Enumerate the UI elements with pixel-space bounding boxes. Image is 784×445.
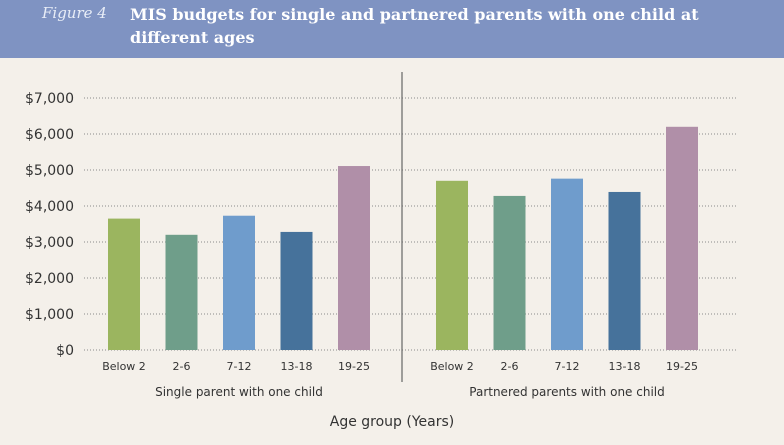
- x-tick-label: 13-18: [281, 360, 313, 373]
- x-tick-label: 13-18: [609, 360, 641, 373]
- x-tick-label: 7-12: [227, 360, 252, 373]
- bar: [280, 231, 313, 350]
- figure-title: MIS budgets for single and partnered par…: [130, 5, 699, 47]
- x-tick-label: 2-6: [173, 360, 191, 373]
- x-tick-label: Below 2: [430, 360, 474, 373]
- x-tick-label: 19-25: [666, 360, 698, 373]
- figure-header: Figure 4 MIS budgets for single and part…: [0, 0, 784, 58]
- group-label: Partnered parents with one child: [469, 385, 664, 399]
- bar: [108, 218, 140, 350]
- group-label: Single parent with one child: [155, 385, 323, 399]
- bar: [608, 191, 641, 350]
- x-tick-label: 2-6: [501, 360, 519, 373]
- y-tick-label: $4,000: [25, 199, 74, 215]
- bar: [551, 178, 583, 350]
- bar: [666, 126, 698, 350]
- figure-label: Figure 4: [42, 4, 107, 22]
- y-tick-label: $7,000: [25, 91, 74, 107]
- y-tick-label: $5,000: [25, 163, 74, 179]
- y-tick-label: $0: [56, 343, 74, 359]
- x-tick-label: Below 2: [102, 360, 146, 373]
- bar: [436, 180, 468, 350]
- x-axis-title: Age group (Years): [329, 414, 455, 430]
- x-tick-label: 19-25: [338, 360, 370, 373]
- y-tick-label: $2,000: [25, 271, 74, 287]
- y-tick-label: $3,000: [25, 235, 74, 251]
- y-tick-label: $6,000: [25, 127, 74, 143]
- bar: [493, 195, 526, 350]
- bar: [223, 215, 255, 350]
- x-tick-label: 7-12: [555, 360, 580, 373]
- bar: [338, 166, 370, 350]
- bar: [165, 234, 198, 350]
- y-tick-label: $1,000: [25, 307, 74, 323]
